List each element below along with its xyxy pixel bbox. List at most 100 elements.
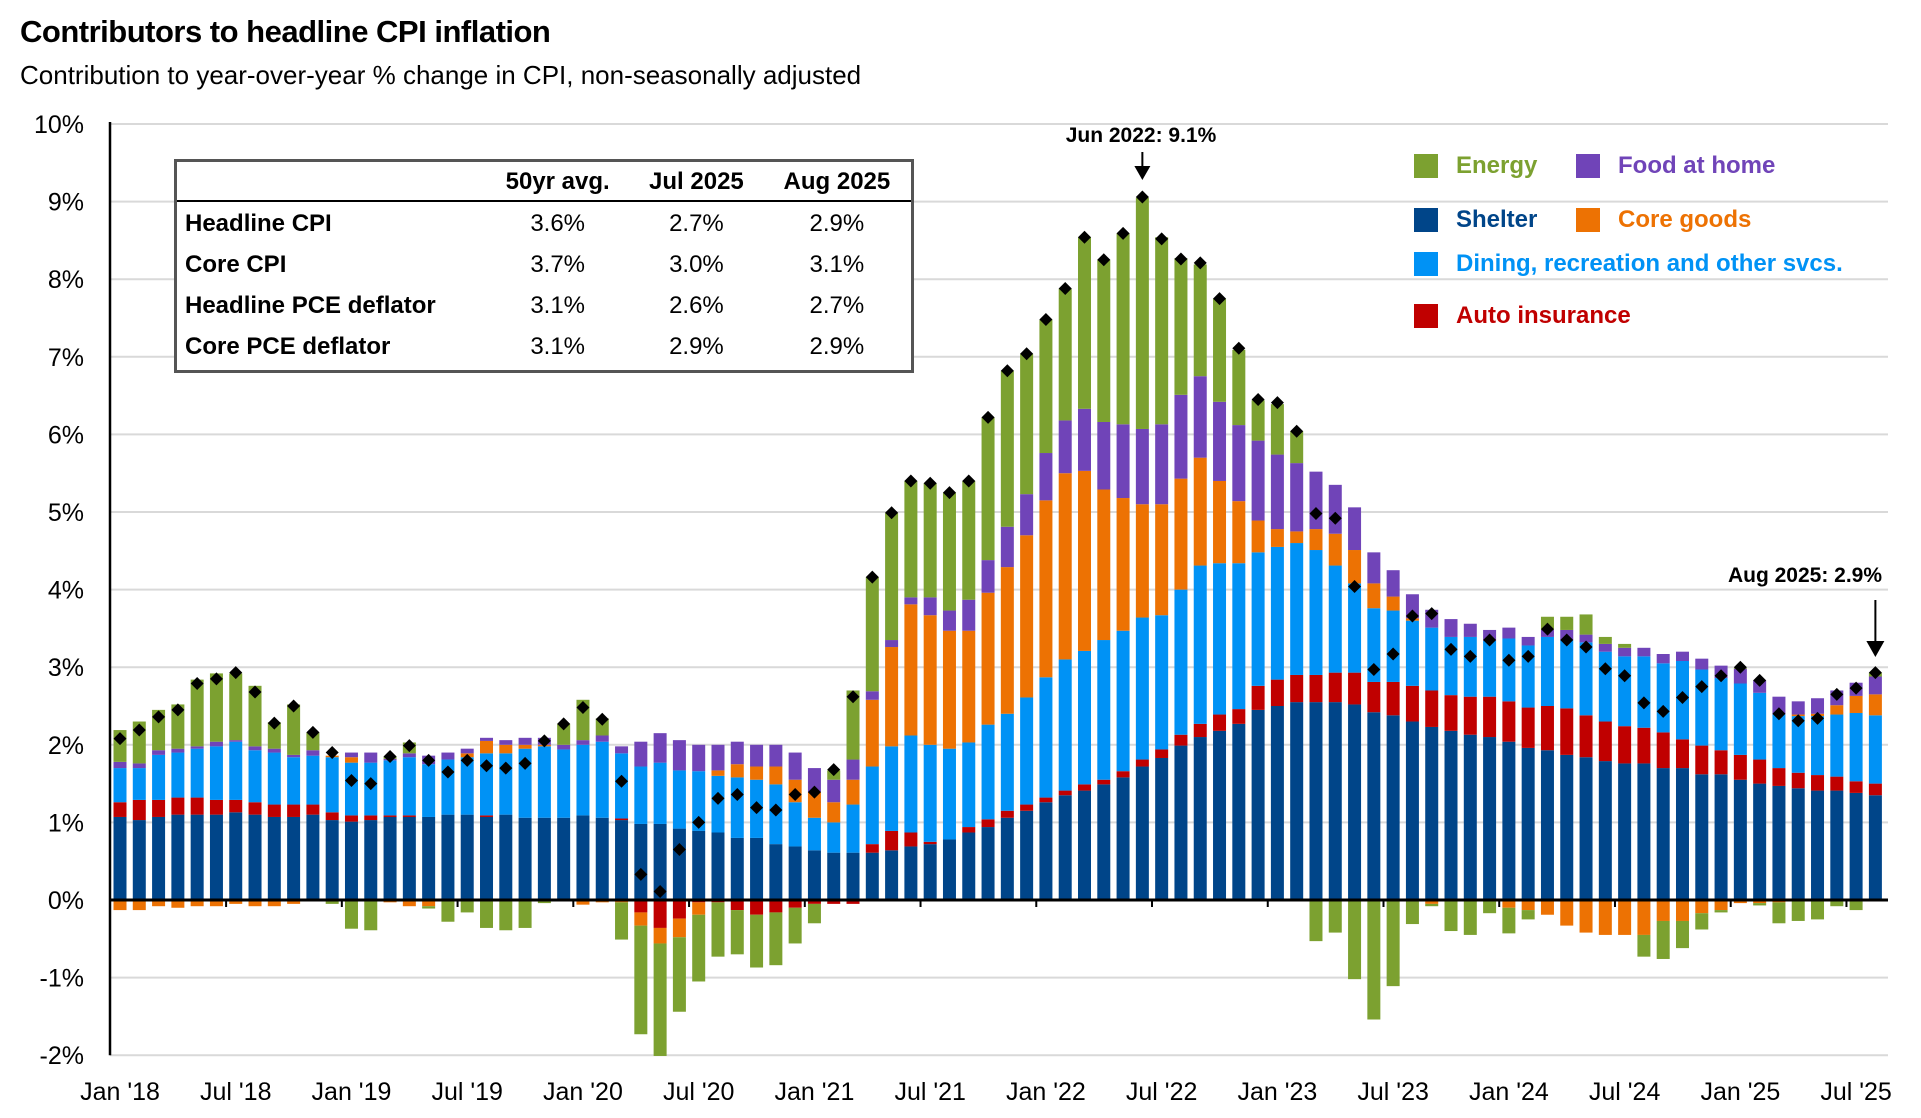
headline-cpi-marker xyxy=(1097,253,1111,267)
bar-dining-recreation-and-other-svcs xyxy=(1290,543,1304,675)
bar-core-goods xyxy=(1868,694,1882,716)
cell: 3.1% xyxy=(530,292,586,319)
y-tick-label: 4% xyxy=(48,577,84,605)
bar-energy xyxy=(1309,900,1323,942)
legend-item-auto-insurance: Auto insurance xyxy=(1414,302,1631,330)
bar-food-at-home xyxy=(1193,376,1207,458)
headline-cpi-marker xyxy=(480,759,494,773)
bar-dining-recreation-and-other-svcs xyxy=(1714,678,1728,751)
bar-series xyxy=(113,197,1882,1056)
bar-dining-recreation-and-other-svcs xyxy=(1193,565,1207,724)
headline-cpi-marker xyxy=(1309,507,1323,521)
bar-auto-insurance xyxy=(1000,810,1014,818)
bar-food-at-home xyxy=(730,741,744,765)
bar-shelter xyxy=(1598,761,1612,900)
bar-shelter xyxy=(1000,817,1014,900)
bar-food-at-home xyxy=(1213,401,1227,481)
headline-cpi-marker xyxy=(1502,653,1516,667)
bar-shelter xyxy=(287,816,301,900)
bar-energy xyxy=(730,910,744,955)
bar-dining-recreation-and-other-svcs xyxy=(1000,713,1014,811)
legend-item-core-goods: Core goods xyxy=(1576,206,1751,234)
headline-cpi-marker xyxy=(923,476,937,490)
bar-food-at-home xyxy=(1521,636,1535,646)
bar-energy xyxy=(672,937,686,1012)
bar-energy xyxy=(1425,903,1439,907)
bar-dining-recreation-and-other-svcs xyxy=(460,757,474,815)
bar-core-goods xyxy=(962,630,976,743)
bar-dining-recreation-and-other-svcs xyxy=(1058,659,1072,791)
bar-core-goods xyxy=(1020,535,1034,698)
bar-energy xyxy=(518,900,532,928)
headline-cpi-marker xyxy=(1483,633,1497,647)
bar-food-at-home xyxy=(267,748,281,753)
headline-cpi-marker xyxy=(306,725,320,739)
bar-dining-recreation-and-other-svcs xyxy=(1155,615,1169,750)
headline-cpi-marker xyxy=(1656,704,1670,718)
table-header-row: 50yr avg. Jul 2025 Aug 2025 xyxy=(177,162,911,202)
bar-auto-insurance xyxy=(1425,690,1439,727)
bar-dining-recreation-and-other-svcs xyxy=(537,746,551,818)
bar-shelter xyxy=(557,817,571,900)
bar-dining-recreation-and-other-svcs xyxy=(1367,608,1381,682)
bar-auto-insurance xyxy=(672,900,686,919)
bar-shelter xyxy=(981,827,995,900)
bar-dining-recreation-and-other-svcs xyxy=(865,766,879,845)
bar-auto-insurance xyxy=(1753,759,1767,784)
bar-core-goods xyxy=(1714,900,1728,911)
x-tick-label: Jan '20 xyxy=(543,1078,623,1106)
headline-cpi-marker xyxy=(672,843,686,857)
bar-shelter xyxy=(1695,774,1709,900)
bar-energy xyxy=(209,673,223,742)
bar-shelter xyxy=(1058,795,1072,900)
bar-energy xyxy=(1618,643,1632,648)
bar-shelter xyxy=(1232,723,1246,900)
food-swatch xyxy=(1576,154,1600,178)
bar-energy xyxy=(1560,616,1574,630)
x-tick-label: Jan '22 xyxy=(1006,1078,1086,1106)
bar-food-at-home xyxy=(1656,654,1670,664)
headline-cpi-marker xyxy=(1425,607,1439,621)
bar-auto-insurance xyxy=(383,815,397,817)
bar-auto-insurance xyxy=(1560,708,1574,755)
auto-insurance-swatch xyxy=(1414,304,1438,328)
bar-energy xyxy=(1849,900,1863,911)
bar-energy xyxy=(1078,237,1091,409)
bar-food-at-home xyxy=(827,779,841,803)
bar-shelter xyxy=(711,832,725,900)
bar-energy xyxy=(364,900,378,931)
bar-core-goods xyxy=(1656,900,1670,921)
bar-dining-recreation-and-other-svcs xyxy=(807,817,821,851)
bar-food-at-home xyxy=(923,597,937,616)
bar-core-goods xyxy=(634,912,648,926)
core-goods-swatch xyxy=(1576,208,1600,232)
headline-cpi-marker xyxy=(1791,714,1805,728)
bar-food-at-home xyxy=(1058,420,1072,474)
bar-shelter xyxy=(576,815,590,900)
bar-energy xyxy=(942,492,956,611)
bar-shelter xyxy=(364,820,378,900)
bar-energy xyxy=(1232,349,1246,426)
headline-cpi-marker xyxy=(1386,647,1400,661)
bar-energy xyxy=(1637,934,1651,957)
bar-core-goods xyxy=(1290,531,1304,544)
bar-energy xyxy=(923,483,937,598)
bar-energy xyxy=(807,903,821,924)
bar-auto-insurance xyxy=(132,799,146,821)
bar-energy xyxy=(1714,910,1728,913)
bar-core-goods xyxy=(1000,567,1014,714)
bar-dining-recreation-and-other-svcs xyxy=(557,749,571,818)
bar-food-at-home xyxy=(769,744,783,767)
bar-core-goods xyxy=(1213,480,1227,564)
headline-cpi-marker xyxy=(383,749,397,763)
bar-dining-recreation-and-other-svcs xyxy=(595,741,609,818)
bar-auto-insurance xyxy=(615,818,629,821)
bar-auto-insurance xyxy=(788,900,802,908)
table-row: Headline CPI 3.6% 2.7% 2.9% xyxy=(177,201,911,243)
headline-cpi-marker xyxy=(1135,190,1149,204)
bar-food-at-home xyxy=(711,744,725,771)
headline-cpi-marker xyxy=(846,690,860,704)
bar-core-goods xyxy=(885,647,899,747)
bar-auto-insurance xyxy=(190,797,204,815)
